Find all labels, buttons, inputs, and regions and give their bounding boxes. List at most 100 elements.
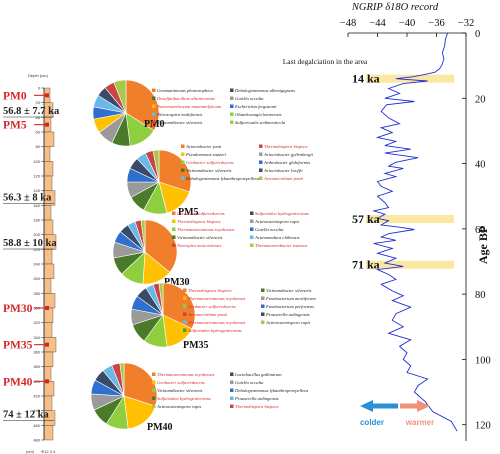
legend-entry: Thermobispora bispora	[177, 219, 221, 224]
age-label: 58.8 ± 10 ka	[3, 238, 57, 249]
legend-swatch	[259, 168, 263, 172]
legend-entry: Sulfuritalea hydrogenivorans	[157, 396, 211, 401]
legend-entry: Thermobispora bispora	[188, 288, 232, 293]
legend-swatch	[183, 296, 187, 300]
event-band	[366, 215, 454, 224]
legend-entry: Sulfuritalea hydrogenivorans	[255, 211, 309, 216]
legend-swatch	[181, 152, 185, 156]
legend-swatch	[230, 104, 234, 108]
pie-slice	[140, 219, 146, 253]
depth-tick-label: 320	[33, 320, 40, 325]
sediment-layer	[43, 322, 53, 338]
depth-tick-label: 340	[33, 335, 40, 340]
legend-entry: Gaiella occulta	[235, 380, 264, 385]
legend-entry: Thermanaerobacter tsuensis	[255, 243, 307, 248]
depth-tick-label: 240	[33, 262, 40, 267]
sample-label: PM40	[3, 376, 33, 388]
legend-swatch	[230, 388, 234, 392]
warmer-label: warmer	[405, 418, 434, 427]
legend-entry: Geobacter sulfurreducens	[157, 380, 205, 385]
sample-marker	[45, 306, 49, 310]
sediment-layer	[43, 351, 54, 367]
legend-entry: Geobacter sulfurreducens	[177, 211, 225, 216]
legend-swatch	[183, 320, 187, 324]
depth-tick-label: 420	[33, 394, 40, 399]
grain-axis-ticks: Φ12 3 4	[41, 449, 56, 454]
legend-entry: Vicinamibacter silvestris	[177, 235, 223, 240]
sediment-layer	[43, 249, 53, 265]
legend-entry: Acinetobacter gyllenbergii	[263, 152, 314, 157]
sediment-layer	[43, 205, 52, 221]
depth-tick-label: 360	[33, 350, 40, 355]
depth-tick-label: 0	[38, 86, 41, 91]
sediment-layer	[43, 219, 54, 235]
pie-slice	[162, 282, 196, 330]
legend-entry: Fusobacterium perfoetens	[265, 304, 314, 309]
legend-swatch	[261, 288, 265, 292]
legend-swatch	[250, 227, 254, 231]
legend-entry: Actinocatenispora rupis	[254, 219, 299, 224]
depth-axis-title: Depth (cm)	[28, 73, 48, 78]
ngrip-x-tick-label: −40	[399, 18, 415, 29]
legend-entry: Prauserella aidingensis	[265, 312, 310, 317]
depth-tick-label: 200	[33, 232, 40, 237]
pie-slice	[158, 149, 192, 193]
legend-entry: Thermanaeromonas toyohensis	[188, 296, 246, 301]
pie-slice	[123, 362, 158, 407]
ngrip-event-bands	[366, 74, 454, 269]
sediment-layer	[43, 307, 54, 323]
depth-tick-label: 100	[33, 159, 40, 164]
grain-axis-label: (cm)	[26, 449, 35, 454]
age-label: 74 ± 12 ka	[3, 410, 49, 421]
legend-entry: Lactobacillus gallinarum	[234, 372, 282, 377]
legend-swatch	[230, 404, 234, 408]
legend-entry: Dehalogenimonas lykanthroporepellens	[185, 176, 259, 181]
ngrip-y-tick-label: 0	[475, 29, 480, 40]
pie-slice	[113, 79, 127, 114]
legend-entry: Aeromicrobium ponti	[263, 176, 304, 181]
pie-pm30: PM30 Geobacter sulfurreducens Sulfuritalea…	[112, 211, 309, 288]
age-axis-title: Age BP	[476, 226, 490, 264]
legend-swatch	[230, 120, 234, 124]
ngrip-event-labels: 14 ka 57 ka 71 ka	[352, 72, 380, 272]
degalciation-annotation: Last degalciation in the area	[283, 57, 368, 66]
sediment-layer	[43, 131, 55, 147]
legend-entry: Pseudomonas stutzeri	[185, 152, 227, 157]
legend-swatch	[152, 372, 156, 376]
sample-marker	[45, 379, 49, 384]
sample-labels: PM0 PM5 PM30 PM35 PM40	[3, 90, 49, 388]
legend-swatch	[181, 144, 185, 148]
legend-swatch	[259, 152, 263, 156]
legend-swatch	[152, 388, 156, 392]
legend-swatch	[259, 160, 263, 164]
legend-entry: Actinocatenispora rupis	[156, 404, 201, 409]
legend-swatch	[250, 235, 254, 239]
depth-tick-label: 40	[36, 115, 41, 120]
legend-entry: Geobacter sulfurreducens	[186, 160, 234, 165]
pie-slice	[119, 362, 125, 397]
legend-swatch	[183, 312, 187, 316]
ngrip-x-ticks: −48 −44 −40 −36 −32	[340, 18, 474, 37]
legend-entry: Escherichia fergusonii	[234, 104, 277, 109]
depth-tick-label: 80	[36, 144, 41, 149]
sediment-layer	[43, 175, 53, 191]
legend-swatch	[172, 211, 176, 215]
legend-entry: Prauserella aidingensis	[234, 396, 279, 401]
ngrip-x-tick-label: −44	[369, 18, 386, 29]
pie-slice	[152, 149, 160, 183]
depth-tick-label: 460	[33, 423, 40, 428]
legend-swatch	[152, 96, 156, 100]
depth-tick-label: 260	[33, 276, 40, 281]
pie-pm5: PM5 Acinetobacter junii Thermobispora bisp…	[126, 144, 314, 218]
sample-marker	[45, 93, 49, 98]
sample-marker	[45, 342, 49, 347]
stratigraphic-log: Depth (cm) 0 20 40 60 80 100 120 140 160 180 200 22…	[3, 73, 60, 454]
ngrip-y-tick-label: 120	[475, 421, 491, 432]
sample-marker	[45, 122, 49, 127]
legend-entry: Thermanaeromonas toyohensis	[177, 227, 235, 232]
legend-swatch	[259, 144, 263, 148]
legend-entry: Sulfuritalea hydrogenivorans	[188, 328, 242, 333]
ngrip-y-tick-label: 80	[475, 290, 486, 301]
legend-swatch	[181, 160, 185, 164]
